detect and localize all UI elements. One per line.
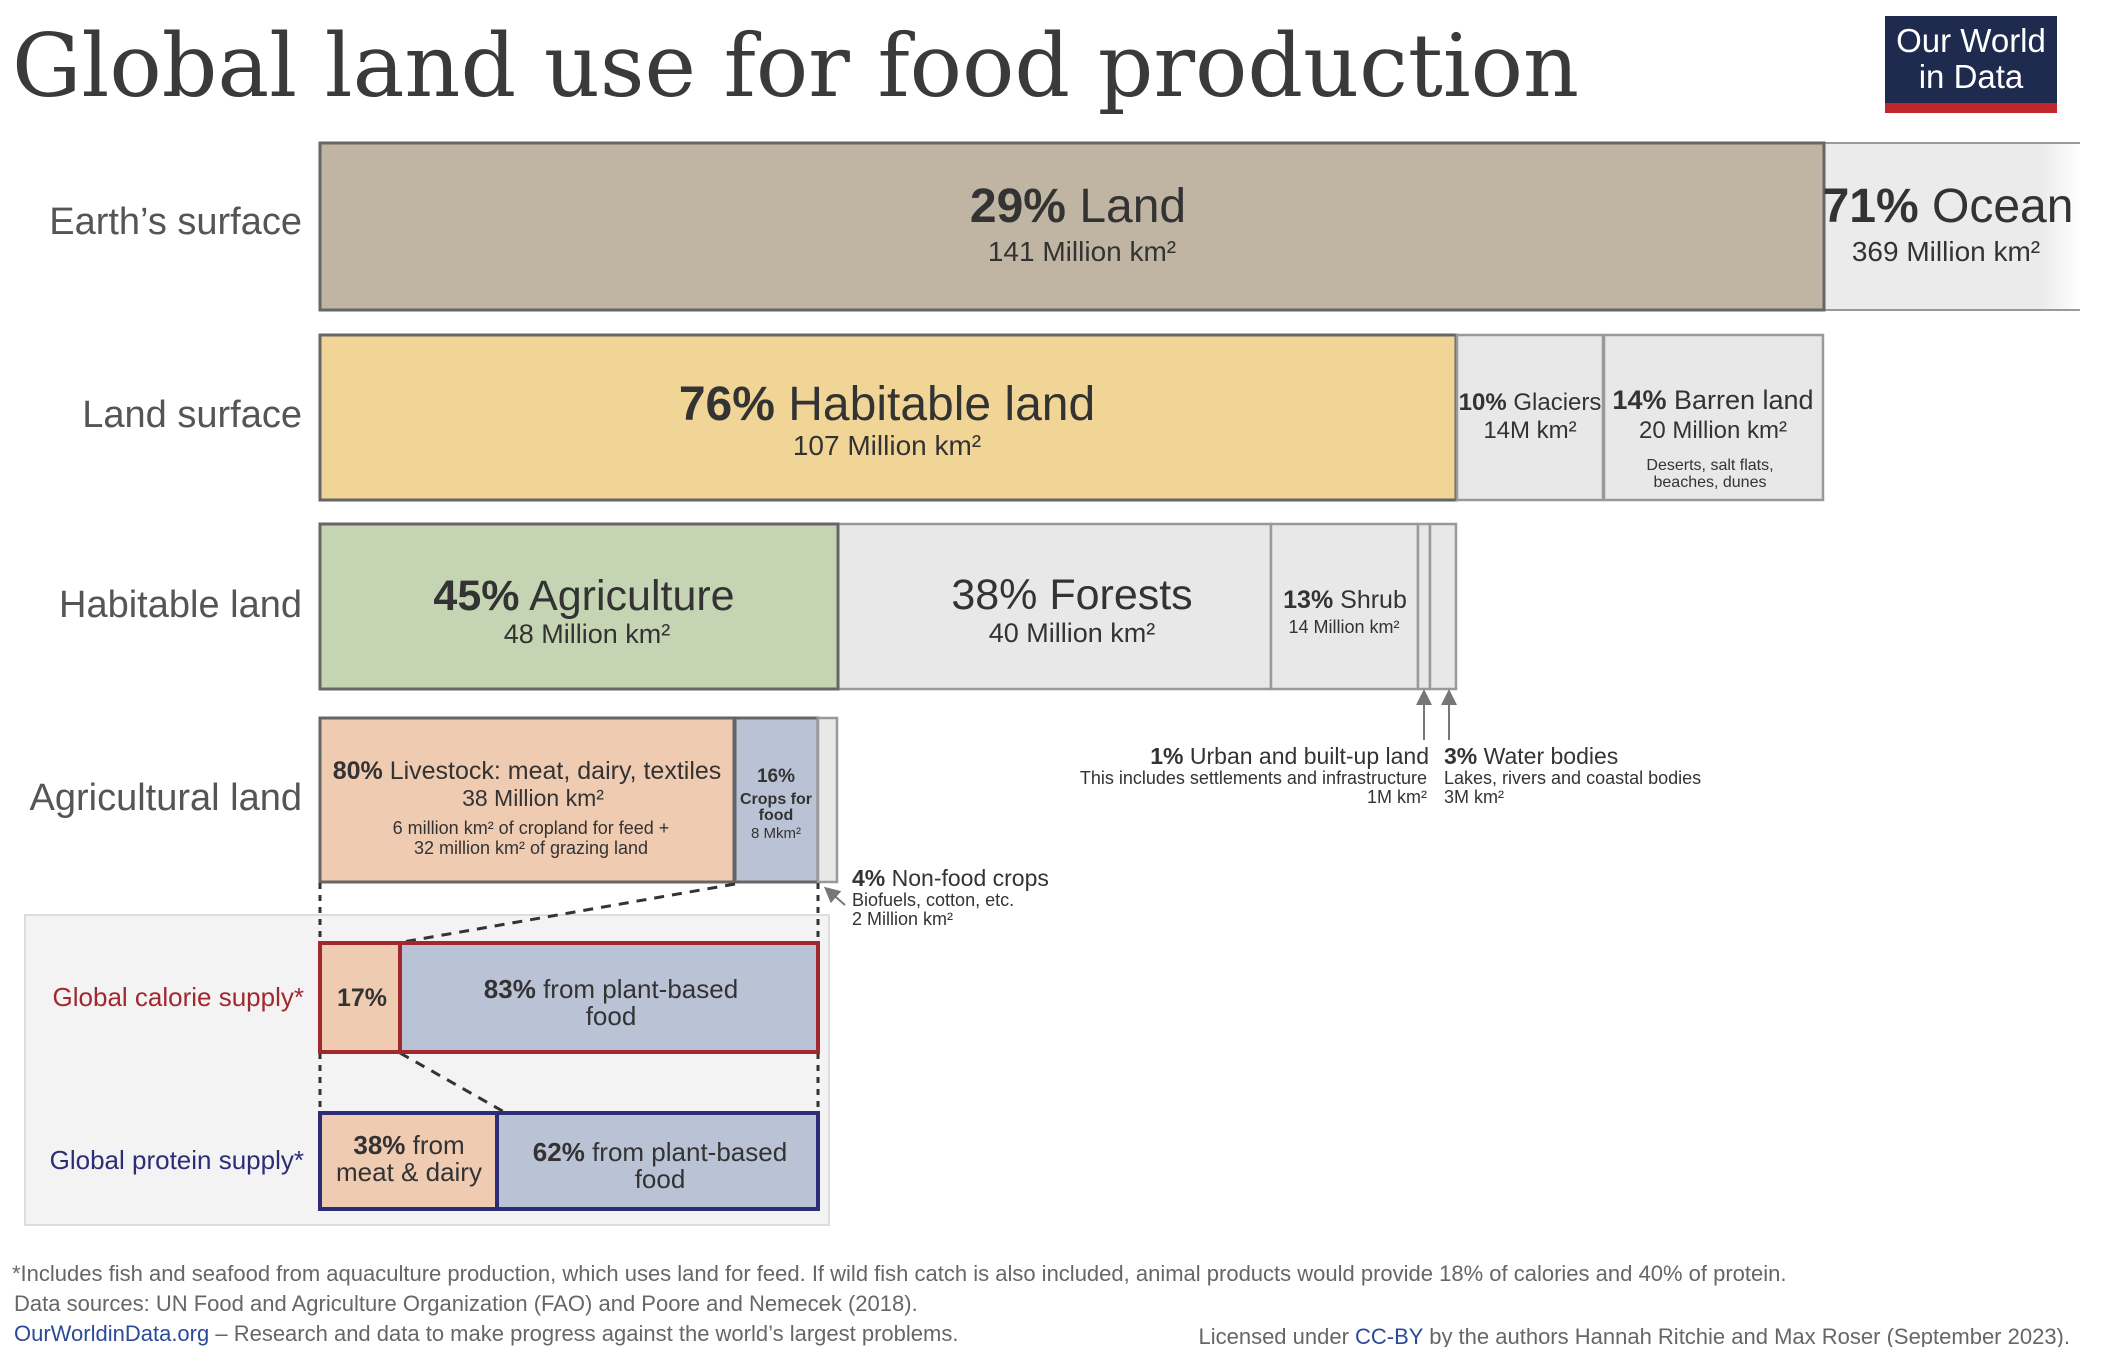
- bar-barren: [1602, 333, 1825, 502]
- nonfood-area: 2 Million km²: [852, 909, 953, 929]
- urban-label: 1% Urban and built-up land: [1150, 743, 1429, 769]
- crops-name-1: Crops for: [740, 791, 812, 808]
- data-sources: Data sources: UN Food and Agriculture Or…: [14, 1291, 918, 1316]
- livestock-note-1: 6 million km² of cropland for feed +: [393, 818, 670, 838]
- habitable-label: 76% Habitable land: [679, 378, 1095, 431]
- page-title: Global land use for food production: [12, 15, 1579, 117]
- license-line: Licensed under CC-BY by the authors Hann…: [1198, 1324, 2070, 1347]
- row-label-protein: Global protein supply*: [50, 1145, 304, 1175]
- water-note: Lakes, rivers and coastal bodies: [1444, 768, 1701, 788]
- water-label: 3% Water bodies: [1444, 743, 1618, 769]
- forests-label: 38% Forests: [951, 571, 1192, 619]
- ocean-label: 71% Ocean: [1823, 180, 2074, 233]
- forests-area: 40 Million km²: [989, 618, 1156, 648]
- bar-nonfood-crops: [816, 716, 839, 884]
- barren-area: 20 Million km²: [1639, 417, 1787, 444]
- livestock-area: 38 Million km²: [462, 785, 604, 811]
- water-area: 3M km²: [1444, 787, 1504, 807]
- habitable-area: 107 Million km²: [793, 430, 981, 461]
- calorie-animal-label: 17%: [337, 984, 387, 1012]
- barren-note-1: Deserts, salt flats,: [1646, 457, 1773, 474]
- protein-animal-label-1: 38% from: [353, 1130, 464, 1160]
- logo-accent-bar: [1885, 103, 2057, 113]
- dotted-diag-1: [402, 882, 736, 944]
- dotted-diag-2: [399, 1051, 507, 1115]
- land-area: 141 Million km²: [988, 236, 1176, 267]
- livestock-label: 80% Livestock: meat, dairy, textiles: [333, 757, 722, 785]
- site-link[interactable]: OurWorldinData.org: [14, 1321, 209, 1346]
- barren-note-2: beaches, dunes: [1654, 474, 1767, 491]
- calorie-plant-label-1: 83% from plant-based: [484, 974, 738, 1004]
- protein-border: [318, 1111, 820, 1211]
- bar-land: [318, 141, 1826, 312]
- row-label-land: Land surface: [82, 394, 302, 436]
- row-label-agricultural: Agricultural land: [30, 777, 302, 819]
- bar-urban: [1416, 522, 1432, 691]
- nonfood-note: Biofuels, cotton, etc.: [852, 890, 1014, 910]
- urban-note: This includes settlements and infrastruc…: [1080, 768, 1427, 788]
- bar-habitable: [318, 333, 1458, 502]
- bar-shrub: [1269, 522, 1420, 691]
- row-label-habitable: Habitable land: [59, 584, 302, 626]
- ocean-area: 369 Million km²: [1852, 236, 2040, 267]
- bar-calorie-plant: [400, 943, 818, 1052]
- crops-name-2: food: [759, 807, 794, 824]
- agriculture-label: 45% Agriculture: [433, 572, 734, 620]
- bar-ocean: [1824, 143, 2080, 310]
- shrub-area: 14 Million km²: [1288, 617, 1399, 637]
- protein-plant-label-1: 62% from plant-based: [533, 1137, 787, 1167]
- logo-line-2: in Data: [1919, 58, 2024, 95]
- crops-pct: 16%: [757, 766, 795, 787]
- protein-plant-label-2: food: [635, 1164, 686, 1194]
- agriculture-area: 48 Million km²: [504, 619, 671, 649]
- bar-water: [1428, 522, 1458, 691]
- footer-site-line: OurWorldinData.org – Research and data t…: [14, 1321, 958, 1346]
- crops-area: 8 Mkm²: [751, 825, 801, 842]
- glaciers-area: 14M km²: [1483, 417, 1576, 444]
- footnote: *Includes fish and seafood from aquacult…: [12, 1261, 1786, 1286]
- bar-calorie-animal: [320, 943, 400, 1052]
- bar-crops-food: [733, 716, 820, 884]
- logo-line-1: Our World: [1896, 22, 2046, 59]
- livestock-note-2: 32 million km² of grazing land: [414, 838, 648, 858]
- bar-protein-animal: [320, 1113, 497, 1209]
- calorie-plant-label-2: food: [586, 1001, 637, 1031]
- nonfood-label: 4% Non-food crops: [852, 865, 1049, 891]
- barren-label: 14% Barren land: [1612, 385, 1813, 415]
- urban-area: 1M km²: [1367, 787, 1427, 807]
- nonfood-arrow: [823, 886, 846, 906]
- owid-logo[interactable]: Our World in Data: [1885, 16, 2057, 113]
- license-link[interactable]: CC-BY: [1355, 1324, 1424, 1347]
- row-label-calorie: Global calorie supply*: [53, 982, 304, 1012]
- calorie-border: [318, 941, 820, 1054]
- bar-agriculture: [318, 522, 840, 691]
- bar-livestock: [318, 716, 736, 884]
- row-label-earth: Earth’s surface: [49, 201, 302, 243]
- logo-background: [1885, 16, 2057, 103]
- land-label: 29% Land: [970, 180, 1186, 233]
- glaciers-label: 10% Glaciers: [1459, 389, 1602, 416]
- bar-protein-plant: [497, 1113, 818, 1209]
- shrub-label: 13% Shrub: [1283, 586, 1407, 614]
- protein-animal-label-2: meat & dairy: [336, 1157, 482, 1187]
